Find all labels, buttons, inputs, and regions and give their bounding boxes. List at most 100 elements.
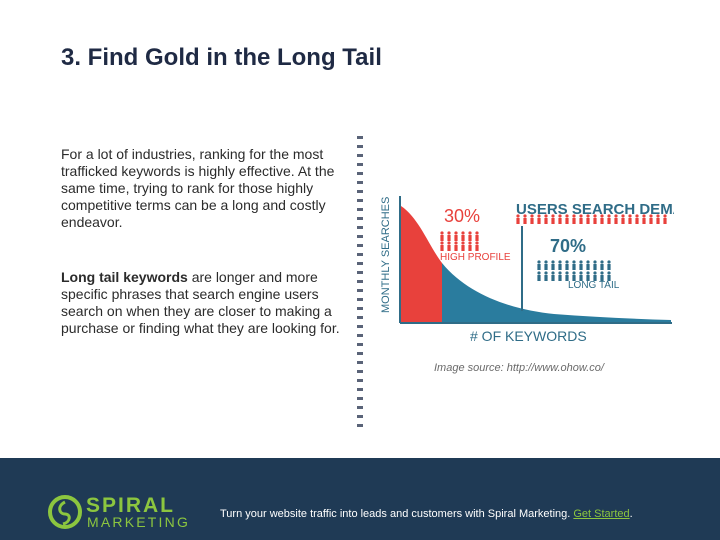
person-icon	[537, 264, 541, 270]
person-icon	[614, 218, 618, 224]
person-icon	[468, 241, 472, 245]
image-source-caption: Image source: http://www.ohow.co/	[434, 362, 604, 374]
person-icon	[551, 275, 555, 281]
person-icon	[600, 214, 604, 218]
person-icon	[461, 231, 465, 235]
person-icon	[642, 218, 646, 224]
person-icon	[475, 241, 479, 245]
person-icon	[656, 218, 660, 224]
person-icon	[544, 214, 548, 218]
person-icon	[572, 260, 576, 264]
long-tail-infographic: MONTHLY SEARCHES # OF KEYWORDS USERS SEA…	[380, 196, 674, 344]
person-icon	[565, 264, 569, 270]
person-icon	[537, 275, 541, 281]
person-icon	[551, 264, 555, 270]
person-icon	[600, 264, 604, 270]
person-icon	[635, 218, 639, 224]
person-icon	[447, 235, 451, 241]
person-icon	[607, 260, 611, 264]
person-icon	[565, 260, 569, 264]
long-tail-label: LONG TAIL	[568, 280, 620, 291]
person-icon	[579, 271, 583, 275]
person-icon	[572, 218, 576, 224]
person-icon	[461, 235, 465, 241]
person-icon	[579, 214, 583, 218]
footer-cta-text: Turn your website traffic into leads and…	[220, 508, 633, 520]
long-tail-percent: 70%	[550, 236, 586, 256]
person-icon	[572, 264, 576, 270]
person-icon	[635, 214, 639, 218]
long-tail-people-icons	[537, 260, 611, 281]
person-icon	[649, 214, 653, 218]
footer-cta-period: .	[629, 508, 633, 520]
person-icon	[565, 275, 569, 281]
person-icon	[530, 218, 534, 224]
demand-heading: USERS SEARCH DEMAND	[516, 201, 674, 218]
long-tail-area	[442, 263, 671, 322]
person-icon	[600, 271, 604, 275]
person-icon	[565, 271, 569, 275]
person-icon	[475, 231, 479, 235]
person-icon	[530, 214, 534, 218]
person-icon	[447, 245, 451, 251]
person-icon	[586, 275, 590, 281]
person-icon	[544, 218, 548, 224]
long-tail-description: are longer and more specific phrases tha…	[61, 269, 340, 336]
person-icon	[642, 214, 646, 218]
y-axis-label: MONTHLY SEARCHES	[380, 197, 392, 313]
person-icon	[558, 271, 562, 275]
person-icon	[663, 214, 667, 218]
person-icon	[579, 264, 583, 270]
x-axis-label: # OF KEYWORDS	[470, 328, 587, 344]
person-icon	[544, 264, 548, 270]
footer-bar	[0, 458, 720, 540]
high-profile-people-icons	[440, 231, 479, 251]
person-icon	[537, 218, 541, 224]
person-icon	[447, 241, 451, 245]
person-icon	[454, 245, 458, 251]
person-icon	[572, 271, 576, 275]
person-icon	[565, 214, 569, 218]
person-icon	[461, 241, 465, 245]
person-icon	[607, 264, 611, 270]
get-started-link[interactable]: Get Started	[573, 508, 630, 520]
person-icon	[454, 241, 458, 245]
slide-title: 3. Find Gold in the Long Tail	[61, 44, 382, 71]
person-icon	[593, 214, 597, 218]
person-icon	[558, 214, 562, 218]
person-icon	[551, 214, 555, 218]
person-icon	[537, 271, 541, 275]
person-icon	[600, 218, 604, 224]
person-icon	[593, 260, 597, 264]
person-icon	[579, 260, 583, 264]
person-icon	[544, 260, 548, 264]
person-icon	[593, 271, 597, 275]
person-icon	[475, 245, 479, 251]
dotted-divider	[357, 136, 363, 431]
person-icon	[551, 260, 555, 264]
long-tail-term: Long tail keywords	[61, 269, 188, 285]
person-icon	[558, 264, 562, 270]
person-icon	[663, 218, 667, 224]
person-icon	[572, 214, 576, 218]
person-icon	[607, 218, 611, 224]
person-icon	[447, 231, 451, 235]
person-icon	[461, 245, 465, 251]
person-icon	[468, 245, 472, 251]
person-icon	[523, 214, 527, 218]
person-icon	[607, 271, 611, 275]
person-icon	[537, 214, 541, 218]
long-tail-paragraph: Long tail keywords are longer and more s…	[61, 269, 341, 337]
brand-name-marketing: MARKETING	[87, 514, 191, 530]
person-icon	[440, 235, 444, 241]
person-icon	[551, 271, 555, 275]
person-icon	[440, 245, 444, 251]
person-icon	[537, 260, 541, 264]
person-icon	[468, 235, 472, 241]
person-icon	[440, 231, 444, 235]
person-icon	[586, 218, 590, 224]
high-profile-percent: 30%	[444, 206, 480, 226]
high-profile-area	[401, 206, 442, 322]
person-icon	[544, 271, 548, 275]
person-icon	[579, 275, 583, 281]
